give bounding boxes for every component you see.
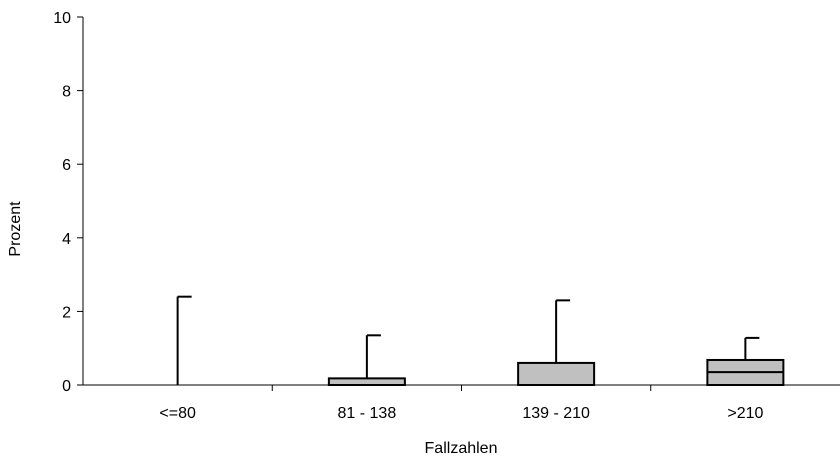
box-rect — [327, 377, 406, 387]
box-group — [706, 336, 785, 387]
box-group — [327, 334, 406, 387]
x-tick-label: <=80 — [159, 405, 196, 422]
x-axis-title: Fallzahlen — [425, 440, 498, 457]
x-axis: <=80 81 - 138 139 - 210 >210 — [83, 384, 840, 422]
y-tick-label: 2 — [62, 304, 71, 321]
y-axis-title: Prozent — [7, 201, 24, 257]
y-tick-label: 0 — [62, 378, 71, 395]
y-tick-label: 10 — [53, 10, 71, 27]
y-tick-label: 6 — [62, 157, 71, 174]
x-tick-label: 81 - 138 — [338, 405, 397, 422]
box-group — [176, 295, 192, 385]
box-group — [517, 299, 596, 387]
y-tick-label: 4 — [62, 231, 71, 248]
boxes-group — [176, 295, 785, 387]
y-axis: 0 2 4 6 8 10 — [53, 10, 84, 395]
x-tick-label: >210 — [727, 405, 763, 422]
box-rect — [517, 361, 596, 387]
y-tick-label: 8 — [62, 84, 71, 101]
x-tick-label: 139 - 210 — [522, 405, 590, 422]
